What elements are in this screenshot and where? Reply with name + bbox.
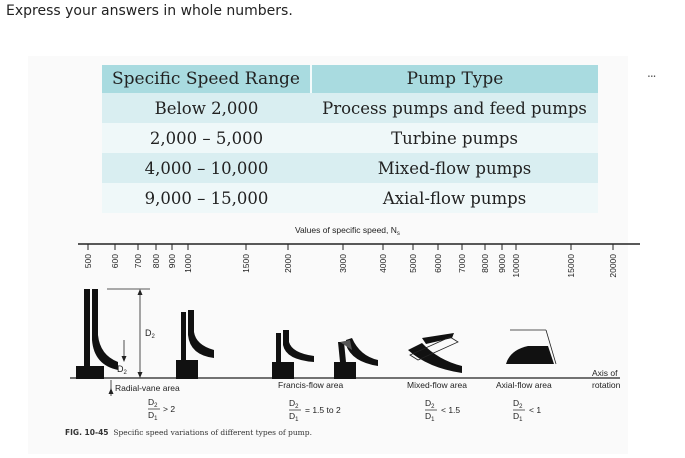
table-row: Below 2,000 Process pumps and feed pumps bbox=[102, 93, 598, 123]
table-row: 9,000 – 15,000 Axial-flow pumps bbox=[102, 183, 598, 213]
figure-caption-text: Specific speed variations of different t… bbox=[113, 428, 312, 437]
tick-label: 5000 bbox=[408, 254, 418, 273]
table-row: 4,000 – 10,000 Mixed-flow pumps bbox=[102, 153, 598, 183]
d2-dimension-marker bbox=[107, 288, 150, 378]
axis-of-rotation-label-2: rotation bbox=[592, 380, 621, 390]
francis-impeller-2-shape bbox=[334, 338, 378, 379]
francis-ratio: D2 D1 = 1.5 to 2 bbox=[289, 398, 341, 423]
tick-label: 800 bbox=[151, 254, 161, 268]
tick-label: 900 bbox=[167, 254, 177, 268]
tick-label: 3000 bbox=[338, 254, 348, 273]
d2-label-inner: D2 bbox=[117, 364, 128, 376]
axial-flow-area-label: Axial-flow area bbox=[496, 380, 552, 390]
tick-label: 8000 bbox=[480, 254, 490, 273]
svg-text:D2: D2 bbox=[425, 398, 435, 410]
d2-label: D2 bbox=[145, 328, 156, 340]
header-pump-type: Pump Type bbox=[310, 65, 598, 93]
header-specific-speed-range: Specific Speed Range bbox=[102, 65, 311, 93]
svg-text:< 1: < 1 bbox=[529, 405, 541, 415]
figure-caption-label: FIG. 10-45 bbox=[65, 428, 109, 437]
mixed-flow-area-label: Mixed-flow area bbox=[407, 380, 467, 390]
svg-text:D1: D1 bbox=[513, 411, 523, 423]
svg-text:D2: D2 bbox=[289, 398, 299, 410]
speed-range-cell: Below 2,000 bbox=[102, 93, 311, 123]
pump-type-cell: Mixed-flow pumps bbox=[311, 153, 598, 183]
tick-label: 700 bbox=[133, 254, 143, 268]
speed-range-cell: 9,000 – 15,000 bbox=[102, 183, 311, 213]
svg-text:D2: D2 bbox=[513, 398, 523, 410]
tick-label: 1500 bbox=[241, 254, 251, 273]
tick-label: 9000 bbox=[497, 254, 507, 273]
tick-label: 7000 bbox=[457, 254, 467, 273]
svg-text:D1: D1 bbox=[289, 411, 299, 423]
tick-group: 500 600 700 800 900 1000 1500 2000 3000 4000 5000 6… bbox=[83, 244, 618, 278]
radial-impeller-2-shape bbox=[176, 310, 214, 379]
pump-type-cell: Axial-flow pumps bbox=[311, 183, 598, 213]
francis-flow-area-label: Francis-flow area bbox=[278, 380, 343, 390]
table-row: 2,000 – 5,000 Turbine pumps bbox=[102, 123, 598, 153]
svg-text:< 1.5: < 1.5 bbox=[441, 405, 460, 415]
radial-vane-impeller-shape bbox=[76, 289, 118, 379]
tick-label: 4000 bbox=[378, 254, 388, 273]
figure-caption: FIG. 10-45 Specific speed variations of … bbox=[65, 428, 312, 437]
tick-label: 2000 bbox=[283, 254, 293, 273]
svg-text:= 1.5 to 2: = 1.5 to 2 bbox=[305, 405, 341, 415]
radial-ratio: D2 D1 > 2 bbox=[148, 397, 175, 422]
tick-label: 15000 bbox=[566, 254, 576, 278]
axis-of-rotation-label: Axis of bbox=[592, 368, 618, 378]
pump-type-cell: Process pumps and feed pumps bbox=[311, 93, 598, 123]
instruction-text: Express your answers in whole numbers. bbox=[6, 3, 293, 19]
tick-label: 500 bbox=[83, 254, 93, 268]
speed-range-cell: 2,000 – 5,000 bbox=[102, 123, 311, 153]
francis-impeller-1-shape bbox=[272, 330, 314, 379]
svg-text:D2: D2 bbox=[148, 397, 158, 409]
tick-label: 10000 bbox=[511, 254, 521, 278]
mixed-ratio: D2 D1 < 1.5 bbox=[425, 398, 460, 423]
tick-label: 600 bbox=[110, 254, 120, 268]
tick-label: 20000 bbox=[608, 254, 618, 278]
axis-title: Values of specific speed, Ns bbox=[295, 225, 400, 237]
specific-speed-table: Specific Speed Range Pump Type Below 2,0… bbox=[102, 65, 598, 213]
pump-type-cell: Turbine pumps bbox=[311, 123, 598, 153]
axial-ratio: D2 D1 < 1 bbox=[513, 398, 541, 423]
tick-label: 1000 bbox=[183, 254, 193, 273]
more-options-icon[interactable]: ... bbox=[647, 66, 657, 80]
tick-label: 6000 bbox=[433, 254, 443, 273]
svg-text:> 2: > 2 bbox=[163, 404, 175, 414]
speed-range-cell: 4,000 – 10,000 bbox=[102, 153, 311, 183]
radial-vane-area-label: Radial-vane area bbox=[115, 383, 180, 393]
axial-flow-impeller-shape bbox=[506, 329, 557, 365]
mixed-flow-impeller-shape bbox=[408, 333, 462, 373]
svg-text:D1: D1 bbox=[148, 410, 158, 422]
svg-text:D1: D1 bbox=[425, 411, 435, 423]
